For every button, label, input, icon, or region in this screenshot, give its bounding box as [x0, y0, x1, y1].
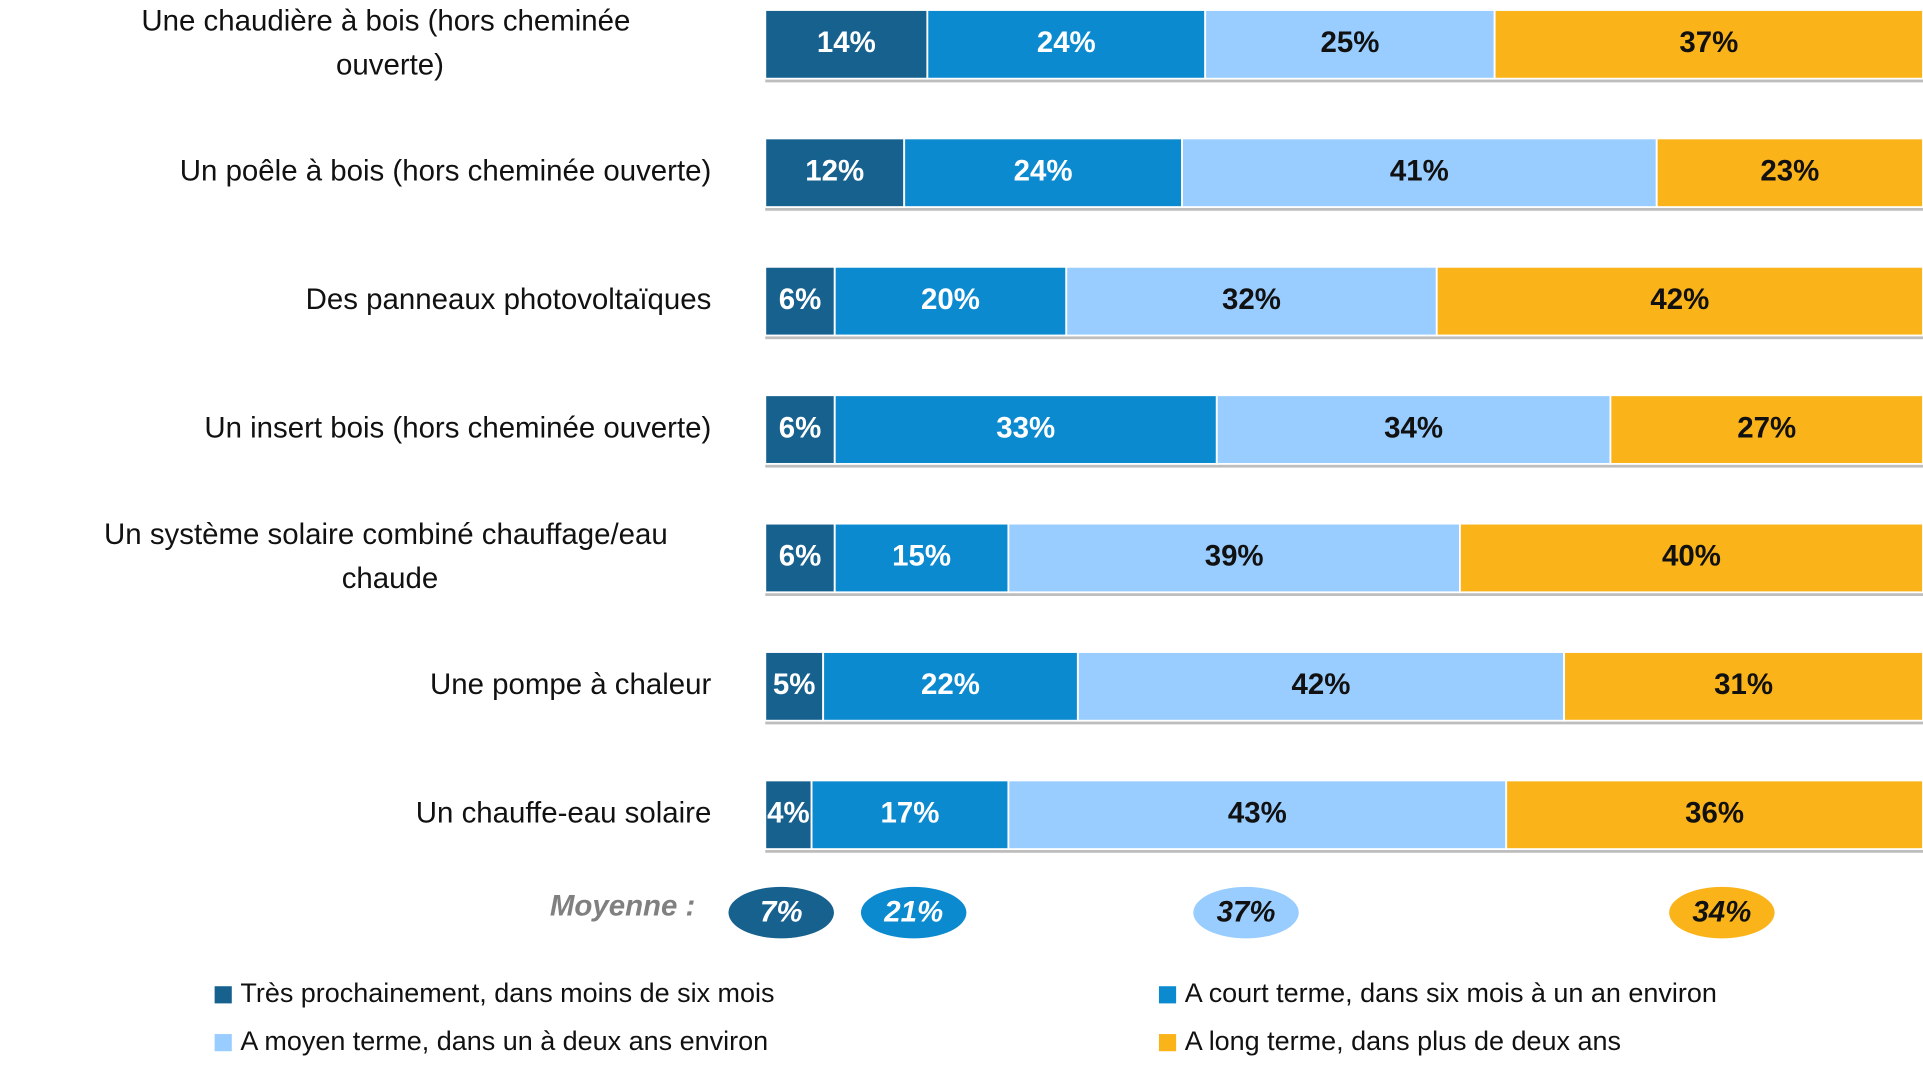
average-title: Moyenne : — [550, 890, 696, 923]
value-label: 5% — [773, 668, 816, 701]
bar-segment — [1505, 779, 1923, 851]
bar-segment — [833, 265, 1068, 337]
value-label: 43% — [1228, 797, 1287, 830]
value-label: 39% — [1205, 540, 1264, 573]
category-label: Un chauffe-eau solaire — [416, 797, 711, 830]
bar-segment — [822, 651, 1079, 722]
value-label: 25% — [1320, 26, 1379, 59]
value-label: 14% — [817, 26, 876, 59]
category-label-line: ouverte) — [336, 48, 444, 81]
bar-segment — [1435, 265, 1923, 337]
legend-label: Très prochainement, dans moins de six mo… — [240, 978, 774, 1008]
category-label-line: chaude — [342, 562, 439, 595]
bar-segment — [926, 9, 1207, 80]
value-label: 20% — [921, 283, 980, 316]
bar-segment — [1609, 394, 1923, 465]
legend-swatch — [214, 1034, 232, 1052]
category-label: Une chaudière à bois (hors cheminée ouve… — [141, 4, 638, 81]
bar-shadow — [765, 207, 1923, 211]
bar-segment — [764, 779, 813, 851]
legend-label: A moyen terme, dans un à deux ans enviro… — [240, 1026, 768, 1056]
bar-shadow — [765, 335, 1923, 340]
average-bubble — [1193, 886, 1299, 939]
average-bubble — [1669, 886, 1775, 939]
value-label: 22% — [921, 668, 980, 701]
value-label: 41% — [1390, 155, 1449, 188]
bar-shadow — [765, 720, 1923, 725]
value-label: 23% — [1760, 155, 1819, 188]
value-label: 42% — [1650, 283, 1709, 316]
bar-segment — [833, 394, 1218, 465]
legend-label: A court terme, dans six mois à un an env… — [1185, 978, 1717, 1008]
value-label: 17% — [881, 797, 940, 830]
legend-swatch — [1158, 1034, 1177, 1052]
bar-segment — [1007, 779, 1508, 851]
value-label: 40% — [1662, 540, 1721, 573]
average-bubble — [728, 886, 834, 939]
category-label: Un insert bois (hors cheminée ouverte) — [204, 411, 711, 444]
bar-segment — [1007, 522, 1461, 594]
value-label: 34% — [1384, 411, 1443, 444]
value-label: 31% — [1714, 668, 1773, 701]
category-label: Des panneaux photovoltaïques — [306, 283, 712, 316]
legend-swatch — [1158, 986, 1177, 1004]
average-label: 37% — [1217, 896, 1276, 929]
value-label: 42% — [1292, 668, 1351, 701]
legend-label: A long terme, dans plus de deux ans — [1185, 1026, 1621, 1056]
category-label-line: Une chaudière à bois (hors cheminée — [141, 4, 638, 37]
value-label: 24% — [1014, 155, 1073, 188]
value-label: 33% — [996, 411, 1055, 444]
value-label: 36% — [1685, 797, 1744, 830]
category-label: Une pompe à chaleur — [430, 668, 712, 701]
legend-swatch — [214, 986, 232, 1004]
bar-segment — [1655, 137, 1923, 209]
value-label: 24% — [1037, 26, 1096, 59]
bar-shadow — [765, 849, 1923, 853]
category-label: Un système solaire combiné chauffage/eau… — [104, 518, 676, 595]
value-label: 4% — [767, 797, 810, 830]
average-label: 34% — [1692, 896, 1751, 929]
bar-shadow — [765, 78, 1923, 83]
bar-segment — [1458, 522, 1923, 594]
bar-segment — [903, 137, 1183, 209]
bar-segment — [1563, 651, 1923, 722]
bar-segment — [1493, 9, 1923, 80]
value-label: 15% — [892, 540, 951, 573]
average-bubble — [860, 886, 967, 939]
value-label: 37% — [1679, 26, 1738, 59]
category-label: Un poêle à bois (hors cheminée ouverte) — [180, 155, 712, 188]
category-label-line: Un système solaire combiné chauffage/eau — [104, 518, 676, 551]
value-label: 6% — [779, 540, 822, 573]
value-label: 6% — [779, 283, 822, 316]
value-label: 32% — [1222, 283, 1281, 316]
bar-segment — [810, 779, 1010, 851]
bar-shadow — [765, 592, 1923, 596]
bar-segment — [833, 522, 1010, 594]
bar-shadow — [765, 463, 1923, 468]
average-label: 7% — [760, 896, 803, 929]
bar-segment — [1181, 137, 1658, 209]
bar-segment — [764, 651, 825, 722]
average-label: 21% — [883, 896, 943, 929]
value-label: 12% — [805, 155, 864, 188]
value-label: 6% — [779, 411, 822, 444]
bar-segment — [764, 9, 929, 80]
bar-segment — [764, 522, 836, 594]
value-label: 27% — [1737, 411, 1796, 444]
bar-segment — [1076, 651, 1566, 722]
